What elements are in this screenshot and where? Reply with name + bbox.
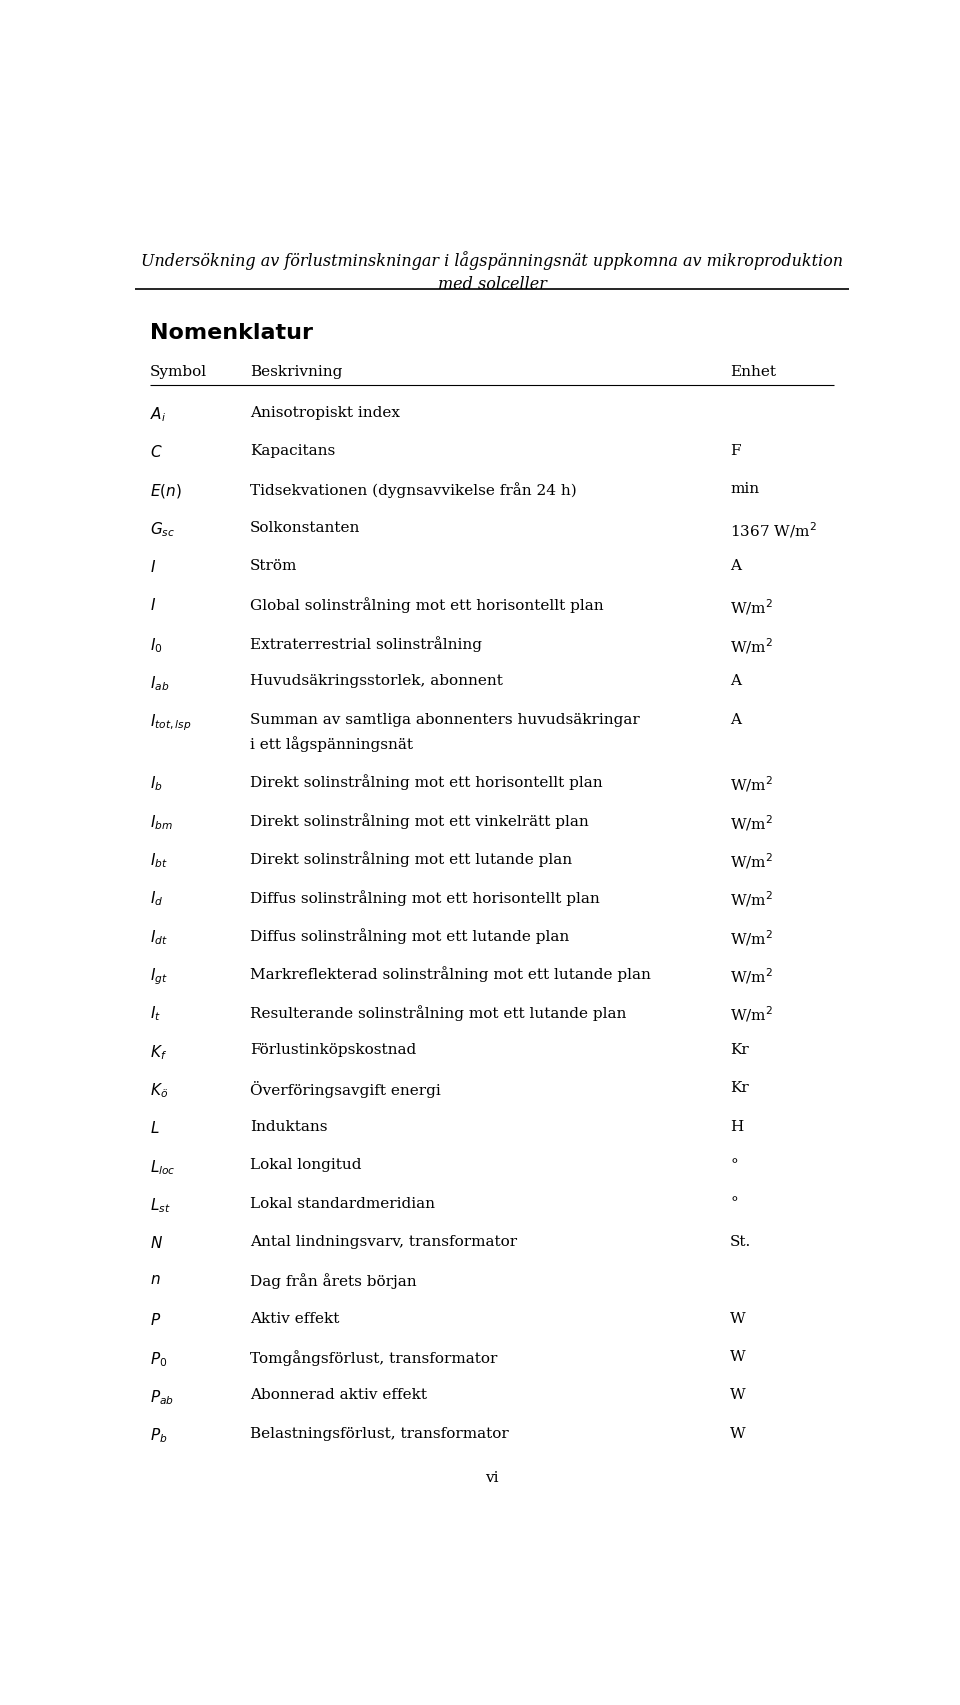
Text: vi: vi bbox=[485, 1471, 499, 1485]
Text: Förlustinköpskostnad: Förlustinköpskostnad bbox=[251, 1042, 417, 1057]
Text: $L_{st}$: $L_{st}$ bbox=[150, 1195, 170, 1214]
Text: Tidsekvationen (dygnsavvikelse från 24 h): Tidsekvationen (dygnsavvikelse från 24 h… bbox=[251, 483, 577, 498]
Text: $I$: $I$ bbox=[150, 597, 156, 614]
Text: Induktans: Induktans bbox=[251, 1118, 327, 1134]
Text: Symbol: Symbol bbox=[150, 365, 207, 379]
Text: $I_d$: $I_d$ bbox=[150, 888, 163, 907]
Text: Direkt solinstrålning mot ett vinkelrätt plan: Direkt solinstrålning mot ett vinkelrätt… bbox=[251, 813, 588, 829]
Text: Lokal longitud: Lokal longitud bbox=[251, 1158, 362, 1171]
Text: Diffus solinstrålning mot ett horisontellt plan: Diffus solinstrålning mot ett horisontel… bbox=[251, 888, 600, 905]
Text: Abonnerad aktiv effekt: Abonnerad aktiv effekt bbox=[251, 1388, 427, 1402]
Text: $P$: $P$ bbox=[150, 1311, 161, 1326]
Text: $I$: $I$ bbox=[150, 559, 156, 575]
Text: F: F bbox=[730, 443, 740, 459]
Text: W/m$^2$: W/m$^2$ bbox=[730, 774, 773, 795]
Text: Tomgångsförlust, transformator: Tomgångsförlust, transformator bbox=[251, 1349, 497, 1366]
Text: Markreflekterad solinstrålning mot ett lutande plan: Markreflekterad solinstrålning mot ett l… bbox=[251, 965, 651, 982]
Text: W/m$^2$: W/m$^2$ bbox=[730, 851, 773, 871]
Text: $G_{sc}$: $G_{sc}$ bbox=[150, 520, 175, 539]
Text: Aktiv effekt: Aktiv effekt bbox=[251, 1311, 340, 1325]
Text: $L$: $L$ bbox=[150, 1118, 159, 1136]
Text: Enhet: Enhet bbox=[730, 365, 776, 379]
Text: $A_i$: $A_i$ bbox=[150, 406, 166, 425]
Text: W/m$^2$: W/m$^2$ bbox=[730, 813, 773, 832]
Text: °: ° bbox=[730, 1195, 738, 1211]
Text: $I_{dt}$: $I_{dt}$ bbox=[150, 928, 168, 946]
Text: W/m$^2$: W/m$^2$ bbox=[730, 965, 773, 985]
Text: Anisotropiskt index: Anisotropiskt index bbox=[251, 406, 400, 419]
Text: $I_t$: $I_t$ bbox=[150, 1004, 160, 1023]
Text: W: W bbox=[730, 1388, 746, 1402]
Text: $P_0$: $P_0$ bbox=[150, 1349, 167, 1367]
Text: Global solinstrålning mot ett horisontellt plan: Global solinstrålning mot ett horisontel… bbox=[251, 597, 604, 614]
Text: Kr: Kr bbox=[730, 1081, 749, 1095]
Text: $I_0$: $I_0$ bbox=[150, 636, 162, 655]
Text: W/m$^2$: W/m$^2$ bbox=[730, 1004, 773, 1023]
Text: W: W bbox=[730, 1311, 746, 1325]
Text: $L_{loc}$: $L_{loc}$ bbox=[150, 1158, 176, 1176]
Text: Kr: Kr bbox=[730, 1042, 749, 1057]
Text: $I_{gt}$: $I_{gt}$ bbox=[150, 965, 168, 987]
Text: 1367 W/m$^2$: 1367 W/m$^2$ bbox=[730, 520, 817, 540]
Text: A: A bbox=[730, 559, 741, 573]
Text: Dag från årets början: Dag från årets början bbox=[251, 1272, 417, 1289]
Text: $I_b$: $I_b$ bbox=[150, 774, 162, 793]
Text: W/m$^2$: W/m$^2$ bbox=[730, 636, 773, 655]
Text: W: W bbox=[730, 1425, 746, 1439]
Text: $P_b$: $P_b$ bbox=[150, 1425, 167, 1444]
Text: $I_{tot,lsp}$: $I_{tot,lsp}$ bbox=[150, 713, 191, 733]
Text: °: ° bbox=[730, 1158, 738, 1171]
Text: Nomenklatur: Nomenklatur bbox=[150, 322, 313, 343]
Text: Belastningsförlust, transformator: Belastningsförlust, transformator bbox=[251, 1425, 509, 1439]
Text: Huvudsäkringsstorlek, abonnent: Huvudsäkringsstorlek, abonnent bbox=[251, 673, 503, 687]
Text: W/m$^2$: W/m$^2$ bbox=[730, 597, 773, 617]
Text: Lokal standardmeridian: Lokal standardmeridian bbox=[251, 1195, 435, 1211]
Text: St.: St. bbox=[730, 1234, 752, 1248]
Text: Direkt solinstrålning mot ett lutande plan: Direkt solinstrålning mot ett lutande pl… bbox=[251, 851, 572, 866]
Text: W/m$^2$: W/m$^2$ bbox=[730, 928, 773, 948]
Text: W/m$^2$: W/m$^2$ bbox=[730, 888, 773, 909]
Text: i ett lågspänningsnät: i ett lågspänningsnät bbox=[251, 737, 413, 752]
Text: Antal lindningsvarv, transformator: Antal lindningsvarv, transformator bbox=[251, 1234, 517, 1248]
Text: Solkonstanten: Solkonstanten bbox=[251, 520, 361, 534]
Text: min: min bbox=[730, 483, 759, 496]
Text: Direkt solinstrålning mot ett horisontellt plan: Direkt solinstrålning mot ett horisontel… bbox=[251, 774, 603, 789]
Text: Diffus solinstrålning mot ett lutande plan: Diffus solinstrålning mot ett lutande pl… bbox=[251, 928, 569, 943]
Text: H: H bbox=[730, 1118, 743, 1134]
Text: $I_{bm}$: $I_{bm}$ bbox=[150, 813, 173, 830]
Text: Kapacitans: Kapacitans bbox=[251, 443, 335, 459]
Text: Överföringsavgift energi: Överföringsavgift energi bbox=[251, 1081, 441, 1098]
Text: A: A bbox=[730, 713, 741, 726]
Text: A: A bbox=[730, 673, 741, 687]
Text: $I_{ab}$: $I_{ab}$ bbox=[150, 673, 169, 692]
Text: Extraterrestrial solinstrålning: Extraterrestrial solinstrålning bbox=[251, 636, 482, 651]
Text: $N$: $N$ bbox=[150, 1234, 163, 1250]
Text: Undersökning av förlustminskningar i lågspänningsnät uppkomna av mikroproduktion: Undersökning av förlustminskningar i låg… bbox=[141, 251, 843, 293]
Text: $n$: $n$ bbox=[150, 1272, 160, 1287]
Text: $I_{bt}$: $I_{bt}$ bbox=[150, 851, 168, 870]
Text: Beskrivning: Beskrivning bbox=[251, 365, 343, 379]
Text: $P_{ab}$: $P_{ab}$ bbox=[150, 1388, 174, 1407]
Text: $K_f$: $K_f$ bbox=[150, 1042, 167, 1061]
Text: W: W bbox=[730, 1349, 746, 1362]
Text: $E(n)$: $E(n)$ bbox=[150, 483, 181, 500]
Text: Ström: Ström bbox=[251, 559, 298, 573]
Text: $C$: $C$ bbox=[150, 443, 162, 460]
Text: Resulterande solinstrålning mot ett lutande plan: Resulterande solinstrålning mot ett luta… bbox=[251, 1004, 627, 1020]
Text: $K_ö$: $K_ö$ bbox=[150, 1081, 168, 1100]
Text: Summan av samtliga abonnenters huvudsäkringar: Summan av samtliga abonnenters huvudsäkr… bbox=[251, 713, 640, 726]
